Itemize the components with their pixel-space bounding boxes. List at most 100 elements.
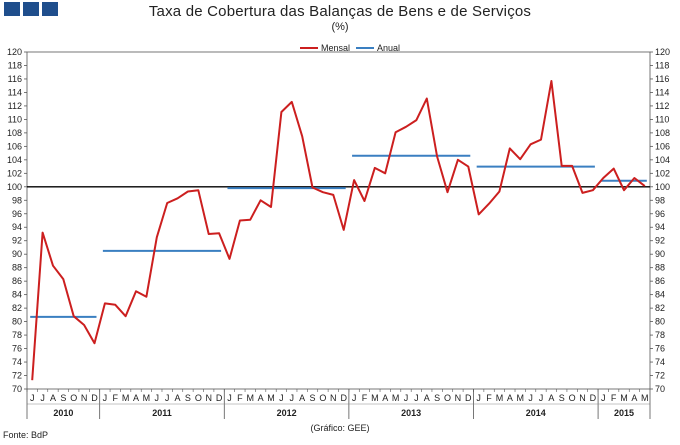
x-tick-label-month: J [279, 393, 284, 403]
y-tick-label-right: 84 [655, 290, 665, 300]
x-tick-label-month: M [516, 393, 524, 403]
x-tick-label-month: J [40, 393, 45, 403]
y-tick-label-right: 120 [655, 47, 670, 57]
y-tick-label-left: 70 [12, 384, 22, 394]
x-tick-label-month: J [601, 393, 606, 403]
x-tick-label-month: M [246, 393, 254, 403]
legend-swatch-mensal [300, 47, 318, 49]
x-tick-label-year: 2010 [53, 408, 73, 418]
mensal-line [31, 80, 646, 381]
x-tick-label-year: 2014 [526, 408, 546, 418]
y-tick-label-right: 102 [655, 168, 670, 178]
y-tick-label-left: 110 [8, 114, 22, 124]
y-tick-label-left: 116 [8, 74, 22, 84]
x-tick-label-month: J [165, 393, 170, 403]
x-tick-label-month: O [319, 393, 326, 403]
x-tick-label-month: S [60, 393, 66, 403]
x-tick-label-month: S [559, 393, 565, 403]
x-tick-label-month: J [528, 393, 533, 403]
x-tick-label-month: F [237, 393, 243, 403]
y-tick-label-right: 110 [655, 114, 669, 124]
x-tick-label-month: D [216, 393, 223, 403]
x-tick-label-month: O [70, 393, 77, 403]
y-tick-label-left: 108 [7, 128, 22, 138]
chart-source: Fonte: BdP [3, 430, 49, 440]
logo-square-1 [4, 2, 20, 16]
y-tick-label-left: 80 [12, 317, 22, 327]
y-tick-label-right: 76 [655, 344, 665, 354]
legend-item-anual: Anual [356, 43, 400, 53]
y-tick-label-right: 82 [655, 303, 665, 313]
y-tick-label-right: 118 [655, 60, 669, 70]
y-tick-label-left: 82 [12, 303, 22, 313]
y-tick-label-left: 102 [7, 168, 22, 178]
x-tick-label-month: J [414, 393, 419, 403]
y-tick-label-right: 106 [655, 141, 670, 151]
x-tick-label-month: S [185, 393, 191, 403]
x-tick-label-year: 2011 [152, 408, 172, 418]
y-tick-label-left: 78 [12, 330, 22, 340]
y-tick-label-right: 104 [655, 155, 670, 165]
y-tick-label-left: 104 [7, 155, 22, 165]
y-tick-label-right: 90 [655, 249, 665, 259]
legend-swatch-anual [356, 47, 375, 49]
y-tick-label-left: 118 [8, 60, 22, 70]
x-tick-label-month: D [91, 393, 98, 403]
x-tick-label-month: M [371, 393, 379, 403]
y-tick-label-left: 86 [12, 276, 22, 286]
y-tick-label-left: 96 [12, 209, 22, 219]
x-tick-label-month: M [267, 393, 275, 403]
x-tick-label-month: J [290, 393, 295, 403]
x-tick-label-year: 2013 [401, 408, 421, 418]
chart-subtitle: (%) [331, 21, 349, 33]
y-tick-label-right: 108 [655, 128, 670, 138]
legend-item-mensal: Mensal [300, 43, 350, 53]
x-tick-label-month: A [631, 393, 637, 403]
x-tick-label-month: N [81, 393, 88, 403]
y-tick-label-left: 120 [7, 47, 22, 57]
y-tick-label-left: 74 [12, 357, 22, 367]
y-tick-label-right: 100 [655, 182, 670, 192]
y-tick-label-left: 76 [12, 344, 22, 354]
x-tick-label-month: F [362, 393, 368, 403]
x-tick-label-month: O [195, 393, 202, 403]
chart-credit: (Gráfico: GEE) [310, 423, 370, 433]
x-tick-label-month: M [143, 393, 151, 403]
x-tick-label-year: 2012 [277, 408, 297, 418]
x-tick-label-month: J [30, 393, 35, 403]
x-tick-label-month: J [103, 393, 108, 403]
x-tick-label-month: N [330, 393, 337, 403]
x-tick-label-month: D [340, 393, 347, 403]
x-tick-label-year: 2015 [614, 408, 634, 418]
y-tick-label-left: 112 [8, 101, 22, 111]
y-tick-label-left: 114 [8, 87, 22, 97]
y-tick-label-right: 112 [655, 101, 669, 111]
x-tick-label-month: A [382, 393, 388, 403]
x-tick-label-month: J [155, 393, 160, 403]
x-tick-label-month: O [569, 393, 576, 403]
y-tick-label-right: 80 [655, 317, 665, 327]
x-tick-label-month: N [205, 393, 212, 403]
x-tick-label-month: J [352, 393, 357, 403]
y-tick-label-right: 98 [655, 195, 665, 205]
x-tick-label-month: O [444, 393, 451, 403]
y-tick-label-right: 114 [655, 87, 669, 97]
y-tick-label-left: 94 [12, 222, 22, 232]
x-tick-label-month: J [539, 393, 544, 403]
x-tick-label-month: J [476, 393, 481, 403]
x-tick-label-month: D [590, 393, 597, 403]
x-tick-label-month: N [455, 393, 462, 403]
y-tick-label-right: 94 [655, 222, 665, 232]
y-tick-label-left: 88 [12, 263, 22, 273]
x-tick-label-month: A [258, 393, 264, 403]
x-tick-label-month: J [404, 393, 409, 403]
x-tick-label-month: A [507, 393, 513, 403]
y-tick-label-right: 86 [655, 276, 665, 286]
y-tick-label-right: 116 [655, 74, 669, 84]
y-tick-label-left: 98 [12, 195, 22, 205]
x-tick-label-month: D [465, 393, 472, 403]
y-tick-label-right: 74 [655, 357, 665, 367]
x-tick-label-month: F [486, 393, 492, 403]
x-tick-label-month: S [434, 393, 440, 403]
